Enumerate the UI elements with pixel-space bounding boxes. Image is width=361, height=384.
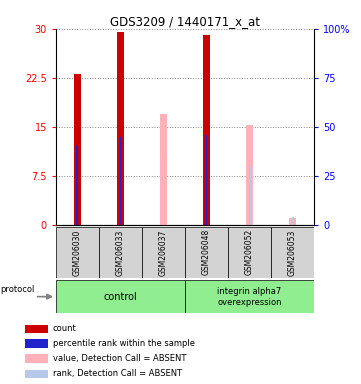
- Text: value, Detection Call = ABSENT: value, Detection Call = ABSENT: [53, 354, 186, 363]
- Bar: [185, 227, 228, 278]
- Text: control: control: [104, 291, 137, 302]
- Bar: [56, 280, 185, 313]
- Title: GDS3209 / 1440171_x_at: GDS3209 / 1440171_x_at: [110, 15, 260, 28]
- Bar: [289, 218, 296, 225]
- Bar: [292, 217, 293, 225]
- Bar: [160, 114, 168, 225]
- Bar: [228, 227, 271, 278]
- Bar: [162, 156, 165, 225]
- Text: percentile rank within the sample: percentile rank within the sample: [53, 339, 195, 348]
- Bar: [271, 227, 314, 278]
- Text: protocol: protocol: [0, 285, 34, 294]
- Bar: [74, 74, 81, 225]
- Bar: [142, 227, 185, 278]
- Bar: [25, 339, 48, 348]
- Bar: [249, 166, 251, 225]
- Bar: [117, 32, 124, 225]
- Text: GSM206053: GSM206053: [288, 229, 297, 276]
- Bar: [99, 227, 142, 278]
- Text: rank, Detection Call = ABSENT: rank, Detection Call = ABSENT: [53, 369, 182, 378]
- Text: integrin alpha7
overexpression: integrin alpha7 overexpression: [217, 286, 282, 307]
- Text: GSM206033: GSM206033: [116, 229, 125, 276]
- Bar: [25, 354, 48, 363]
- Bar: [77, 146, 78, 225]
- Bar: [25, 369, 48, 378]
- Bar: [246, 126, 253, 225]
- Text: count: count: [53, 324, 77, 333]
- Bar: [119, 137, 121, 225]
- Bar: [185, 280, 314, 313]
- Text: GSM206030: GSM206030: [73, 229, 82, 276]
- Bar: [56, 227, 99, 278]
- Text: GSM206048: GSM206048: [202, 229, 211, 275]
- Text: GSM206052: GSM206052: [245, 229, 254, 275]
- Text: GSM206037: GSM206037: [159, 229, 168, 276]
- Bar: [205, 134, 208, 225]
- Bar: [25, 324, 48, 333]
- Bar: [203, 35, 210, 225]
